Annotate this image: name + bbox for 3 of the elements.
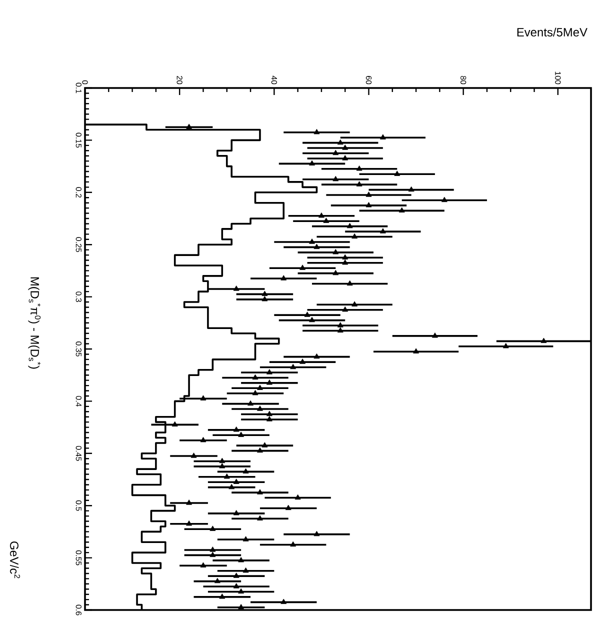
x-axis-title: Events/5MeV bbox=[517, 28, 588, 36]
text: M(D$_{s}$$^{*}$π$^{0}$) - M(D$_{s}$$^{*}$) bbox=[28, 277, 41, 369]
text: GeV/c$^{2}$ bbox=[10, 542, 20, 578]
